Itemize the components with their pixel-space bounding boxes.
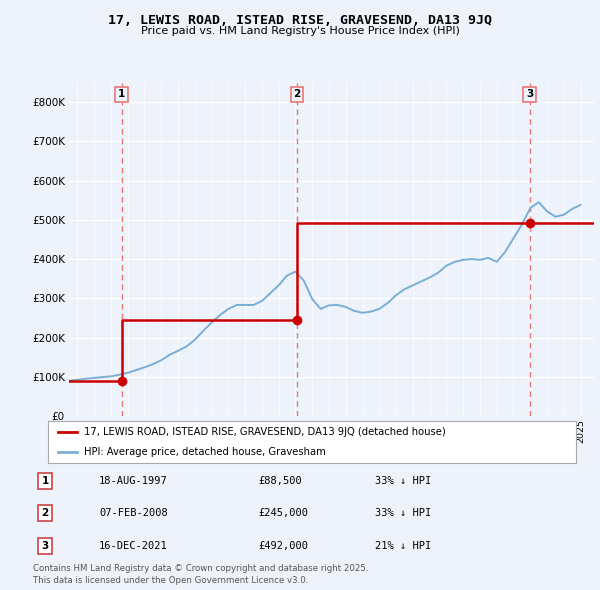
Text: 33% ↓ HPI: 33% ↓ HPI (375, 509, 431, 518)
Text: 07-FEB-2008: 07-FEB-2008 (99, 509, 168, 518)
Text: 21% ↓ HPI: 21% ↓ HPI (375, 541, 431, 550)
Text: £492,000: £492,000 (258, 541, 308, 550)
Text: 3: 3 (526, 89, 533, 99)
Text: 2: 2 (293, 89, 301, 99)
Text: £245,000: £245,000 (258, 509, 308, 518)
Text: 17, LEWIS ROAD, ISTEAD RISE, GRAVESEND, DA13 9JQ (detached house): 17, LEWIS ROAD, ISTEAD RISE, GRAVESEND, … (84, 427, 446, 437)
Text: 17, LEWIS ROAD, ISTEAD RISE, GRAVESEND, DA13 9JQ: 17, LEWIS ROAD, ISTEAD RISE, GRAVESEND, … (108, 14, 492, 27)
Text: £88,500: £88,500 (258, 476, 302, 486)
Text: 3: 3 (41, 541, 49, 550)
Text: 1: 1 (41, 476, 49, 486)
Text: Contains HM Land Registry data © Crown copyright and database right 2025.
This d: Contains HM Land Registry data © Crown c… (33, 565, 368, 585)
Text: Price paid vs. HM Land Registry's House Price Index (HPI): Price paid vs. HM Land Registry's House … (140, 26, 460, 36)
Text: 2: 2 (41, 509, 49, 518)
Text: 33% ↓ HPI: 33% ↓ HPI (375, 476, 431, 486)
Text: 18-AUG-1997: 18-AUG-1997 (99, 476, 168, 486)
Text: 1: 1 (118, 89, 125, 99)
Text: 16-DEC-2021: 16-DEC-2021 (99, 541, 168, 550)
Text: HPI: Average price, detached house, Gravesham: HPI: Average price, detached house, Grav… (84, 447, 326, 457)
